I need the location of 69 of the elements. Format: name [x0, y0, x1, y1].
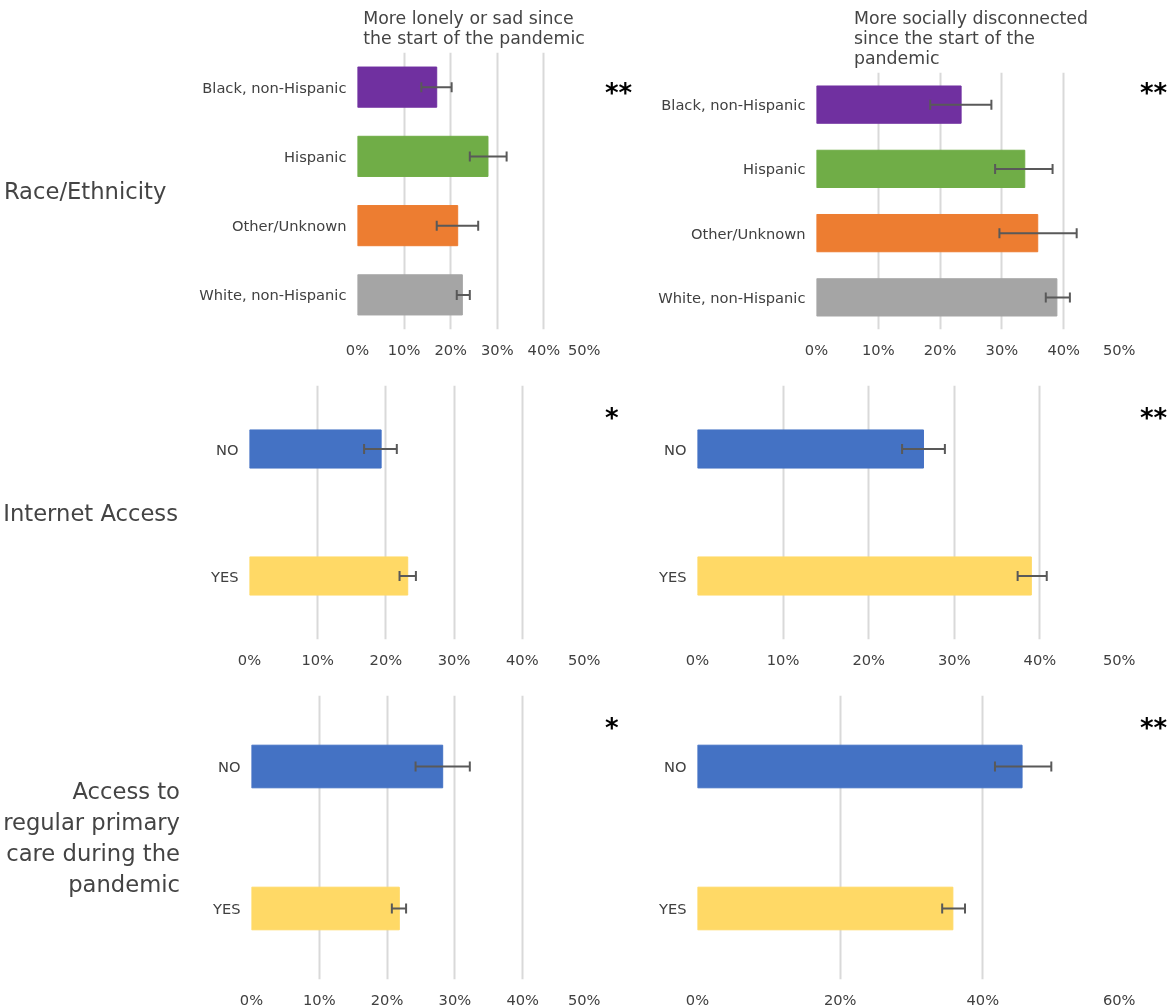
chart-title: More socially disconnected since the start of the pandemic [853, 7, 1089, 68]
x-tick-label: 50% [567, 650, 601, 668]
y-tick-label: Black, non-Hispanic [661, 96, 806, 114]
x-tick-label: 0% [239, 990, 264, 1005]
bar [357, 274, 463, 316]
x-tick-label: 50% [1102, 650, 1136, 668]
y-tick-label: YES [211, 900, 241, 917]
x-tick-label: 30% [481, 340, 514, 358]
x-tick-label: 0% [804, 340, 829, 358]
y-axis-title: Race/Ethnicity [3, 178, 167, 204]
text: ** [1140, 77, 1168, 110]
x-tick-label: 10% [862, 340, 895, 358]
text: ** [605, 77, 633, 110]
x-tick-label: 50% [1102, 340, 1136, 358]
x-tick-label: 30% [438, 990, 472, 1005]
bar [816, 278, 1058, 317]
x-tick-label: 40% [966, 990, 1000, 1005]
bar [816, 149, 1026, 189]
y-tick-label: YES [657, 900, 687, 917]
text: ** [1140, 712, 1168, 745]
text: * [605, 402, 619, 435]
y-tick-label: YES [657, 567, 687, 585]
x-tick-label: 50% [567, 340, 601, 358]
y-tick-label: Hispanic [743, 160, 806, 178]
x-tick-label: 20% [434, 340, 468, 358]
bar [816, 213, 1039, 253]
x-tick-label: 20% [369, 650, 403, 668]
x-tick-label: 40% [506, 650, 539, 668]
y-tick-label: NO [218, 758, 241, 775]
x-tick-label: 0% [685, 650, 710, 668]
x-tick-label: 10% [303, 990, 336, 1005]
x-tick-label: 60% [1102, 990, 1136, 1005]
x-tick-label: 40% [1023, 650, 1057, 668]
x-tick-label: 10% [301, 650, 335, 668]
chart-title: More lonely or sad since the start of the pandemic [363, 7, 585, 48]
text: * [605, 712, 619, 745]
y-tick-label: NO [216, 440, 239, 458]
x-tick-label: 0% [685, 990, 710, 1005]
bar [357, 66, 438, 108]
x-tick-label: 20% [823, 990, 857, 1005]
x-tick-label: 20% [852, 650, 886, 668]
y-axis-title: Internet Access [3, 499, 178, 526]
text: ** [1140, 402, 1168, 435]
x-tick-label: 30% [437, 650, 471, 668]
bar [357, 205, 459, 247]
x-tick-label: 40% [527, 340, 561, 358]
y-tick-label: Hispanic [284, 147, 347, 165]
x-tick-label: 10% [387, 340, 421, 358]
x-tick-label: 40% [506, 990, 540, 1005]
x-tick-label: 30% [938, 650, 971, 668]
y-tick-label: Other/Unknown [690, 224, 806, 242]
x-tick-label: 30% [985, 340, 1019, 358]
y-tick-label: Other/Unknown [231, 217, 347, 235]
x-tick-label: 10% [766, 650, 800, 668]
x-tick-label: 20% [370, 990, 404, 1005]
bar [357, 135, 489, 177]
y-tick-label: White, non-Hispanic [658, 288, 806, 306]
y-tick-label: White, non-Hispanic [199, 286, 347, 304]
x-tick-label: 50% [567, 990, 601, 1005]
bar [816, 85, 962, 124]
x-tick-label: 20% [923, 340, 957, 358]
x-tick-label: 0% [237, 650, 262, 668]
y-tick-label: NO [664, 440, 687, 458]
y-axis-title: Access to regular primary care during the pandemic [3, 777, 180, 898]
x-tick-label: 40% [1047, 340, 1081, 358]
y-tick-label: Black, non-Hispanic [202, 78, 347, 96]
y-tick-label: NO [664, 758, 687, 775]
y-tick-label: YES [209, 567, 239, 585]
x-tick-label: 0% [345, 340, 370, 358]
